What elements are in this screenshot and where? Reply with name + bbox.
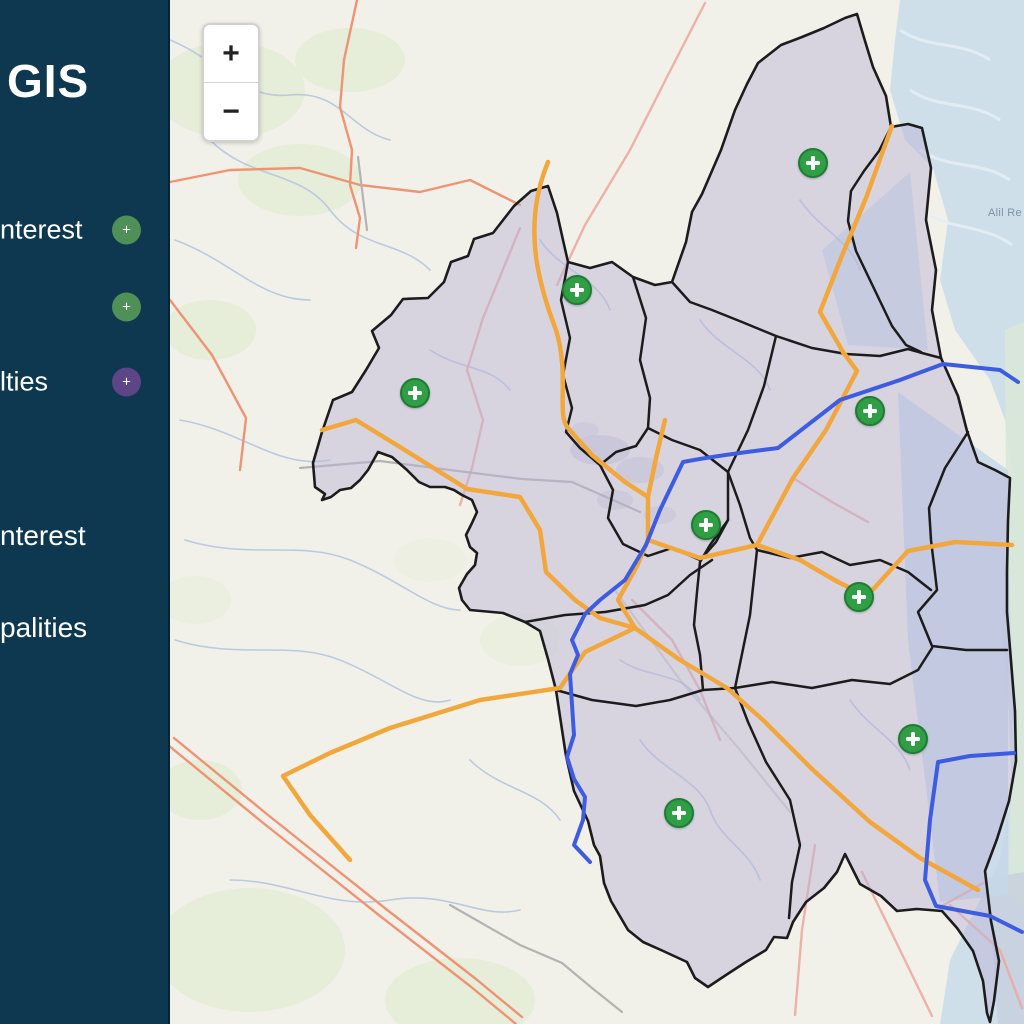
minor-roads — [166, 0, 1024, 1024]
poi-marker[interactable] — [798, 148, 828, 178]
layer-label: lties — [0, 366, 49, 397]
coastal-shallows — [1005, 322, 1024, 905]
sea — [890, 0, 1024, 1024]
inner-lagoon — [822, 172, 1008, 902]
zoom-in-button[interactable]: + — [204, 25, 258, 82]
zoom-out-button[interactable]: − — [204, 82, 258, 140]
add-layer-button[interactable]: + — [112, 292, 141, 322]
poi-marker[interactable] — [400, 378, 430, 408]
add-layer-button[interactable]: + — [112, 215, 141, 245]
poi-marker[interactable] — [855, 396, 885, 426]
section-label-municipalities: palities — [0, 612, 88, 643]
poi-marker[interactable] — [898, 724, 928, 754]
poi-marker[interactable] — [691, 510, 721, 540]
layer-row-2: + — [0, 290, 168, 324]
poi-marker[interactable] — [664, 798, 694, 828]
water-place-label: Alil Re — [988, 207, 1022, 219]
zoom-control: + − — [202, 23, 260, 142]
layer-row-points-of-interest: nterest + — [0, 213, 168, 247]
add-layer-button[interactable]: + — [112, 367, 141, 397]
section-label-points-of-interest: nterest — [0, 520, 86, 551]
lagoon-channels — [899, 28, 1013, 247]
app-title: GIS — [7, 55, 90, 107]
sidebar: GIS nterest + + lties + nterest palities — [0, 0, 170, 1024]
poi-marker[interactable] — [562, 275, 592, 305]
rivers — [565, 362, 1024, 934]
layer-row-municipalities: lties + — [0, 365, 168, 399]
forest-patches — [155, 28, 560, 1024]
poi-marker[interactable] — [844, 582, 874, 612]
layer-label: nterest — [0, 214, 83, 245]
urban-area — [570, 422, 676, 524]
